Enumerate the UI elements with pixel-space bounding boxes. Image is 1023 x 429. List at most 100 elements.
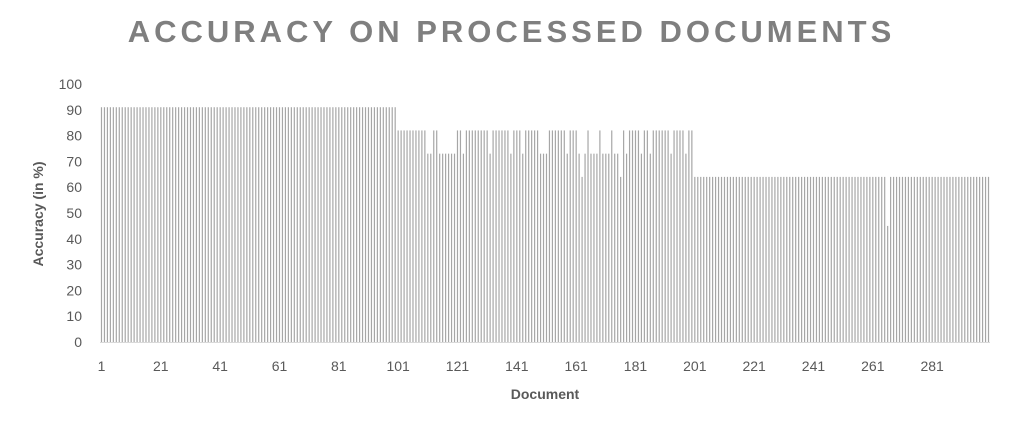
bar-doc-264 [881, 176, 883, 342]
bar-doc-234 [792, 176, 794, 342]
bar-doc-58 [269, 107, 272, 342]
bar-doc-108 [418, 130, 420, 342]
bar-doc-268 [892, 176, 895, 342]
bar-doc-24 [169, 107, 171, 342]
bar-doc-126 [471, 130, 473, 342]
bar-doc-184 [643, 130, 645, 342]
bar-doc-299 [984, 176, 987, 342]
y-tick-label: 0 [74, 334, 82, 350]
bar-doc-282 [934, 176, 936, 342]
bar-doc-201 [694, 176, 696, 342]
bar-doc-99 [391, 107, 393, 342]
bar-doc-290 [958, 176, 960, 342]
bar-doc-253 [848, 176, 850, 342]
bar-doc-141 [516, 130, 518, 342]
bar-doc-102 [400, 130, 402, 342]
bar-doc-291 [961, 176, 963, 342]
bar-doc-275 [913, 176, 915, 342]
bar-doc-243 [818, 176, 821, 342]
bar-doc-194 [673, 130, 675, 342]
x-tick-label: 201 [683, 358, 707, 374]
bar-doc-281 [931, 176, 933, 342]
bar-doc-276 [916, 176, 918, 342]
bar-doc-90 [364, 107, 367, 342]
bar-doc-5 [112, 107, 114, 342]
bar-doc-19 [154, 107, 156, 342]
y-tick-label: 20 [66, 282, 82, 298]
bar-doc-189 [658, 130, 660, 342]
bar-doc-91 [367, 107, 370, 342]
bar-doc-62 [281, 107, 284, 342]
bar-doc-259 [866, 176, 868, 342]
bar-doc-298 [981, 176, 984, 342]
bar-doc-53 [255, 107, 257, 342]
x-tick-label: 241 [802, 358, 826, 374]
bar-doc-120 [453, 153, 456, 342]
bar-doc-287 [949, 176, 951, 342]
bar-doc-28 [180, 107, 183, 342]
bar-doc-151 [545, 153, 548, 342]
bar-doc-12 [133, 107, 135, 342]
bar-doc-130 [483, 130, 485, 342]
bar-doc-273 [907, 176, 910, 342]
bar-doc-92 [370, 107, 373, 342]
bar-doc-2 [103, 107, 106, 342]
bar-doc-180 [631, 130, 634, 342]
bar-doc-199 [688, 130, 690, 342]
bar-doc-54 [258, 107, 260, 342]
bar-doc-44 [228, 107, 230, 342]
bar-doc-262 [875, 176, 877, 342]
bar-doc-285 [943, 176, 945, 342]
bar-doc-221 [753, 176, 755, 342]
bar-doc-87 [356, 107, 358, 342]
bar-doc-284 [940, 176, 942, 342]
bar-doc-286 [946, 176, 948, 342]
bar-doc-35 [201, 107, 203, 342]
bar-doc-118 [447, 153, 450, 342]
bar-doc-171 [605, 153, 607, 342]
bar-doc-233 [789, 176, 791, 342]
bar-doc-232 [786, 176, 788, 342]
x-tick-label: 101 [386, 358, 410, 374]
bar-doc-76 [323, 107, 325, 342]
bar-doc-79 [332, 107, 334, 342]
bar-doc-11 [130, 107, 132, 342]
bar-doc-113 [433, 130, 435, 342]
bar-doc-80 [335, 107, 337, 342]
x-tick-label: 221 [742, 358, 766, 374]
bar-doc-223 [759, 176, 761, 342]
x-tick-label: 61 [272, 358, 288, 374]
bar-doc-153 [551, 130, 554, 342]
bar-doc-21 [160, 107, 162, 342]
bar-doc-89 [361, 107, 364, 342]
bar-doc-22 [163, 107, 165, 342]
bar-doc-252 [845, 176, 847, 342]
bar-doc-190 [661, 130, 663, 342]
x-tick-label: 261 [861, 358, 885, 374]
bar-doc-192 [667, 130, 669, 342]
bar-doc-225 [765, 176, 767, 342]
bar-doc-100 [394, 107, 396, 342]
bar-doc-103 [403, 130, 405, 342]
bar-doc-139 [510, 153, 512, 342]
bar-doc-197 [682, 130, 684, 342]
bar-doc-237 [801, 176, 803, 342]
bar-doc-70 [305, 107, 307, 342]
bar-doc-181 [634, 130, 637, 342]
bar-doc-179 [628, 130, 631, 342]
bar-doc-207 [712, 176, 714, 342]
bar-doc-146 [531, 130, 533, 342]
bar-doc-175 [617, 153, 619, 342]
bar-doc-193 [670, 153, 672, 342]
bar-doc-289 [955, 176, 957, 342]
bar-doc-98 [388, 107, 390, 342]
bar-doc-104 [406, 130, 408, 342]
bar-doc-157 [563, 130, 565, 342]
bar-doc-67 [296, 107, 298, 342]
bar-doc-246 [827, 176, 829, 342]
bar-doc-121 [456, 130, 459, 342]
bar-doc-272 [904, 176, 907, 342]
bar-doc-245 [824, 176, 826, 342]
x-tick-label: 121 [446, 358, 470, 374]
bar-doc-239 [806, 176, 809, 342]
